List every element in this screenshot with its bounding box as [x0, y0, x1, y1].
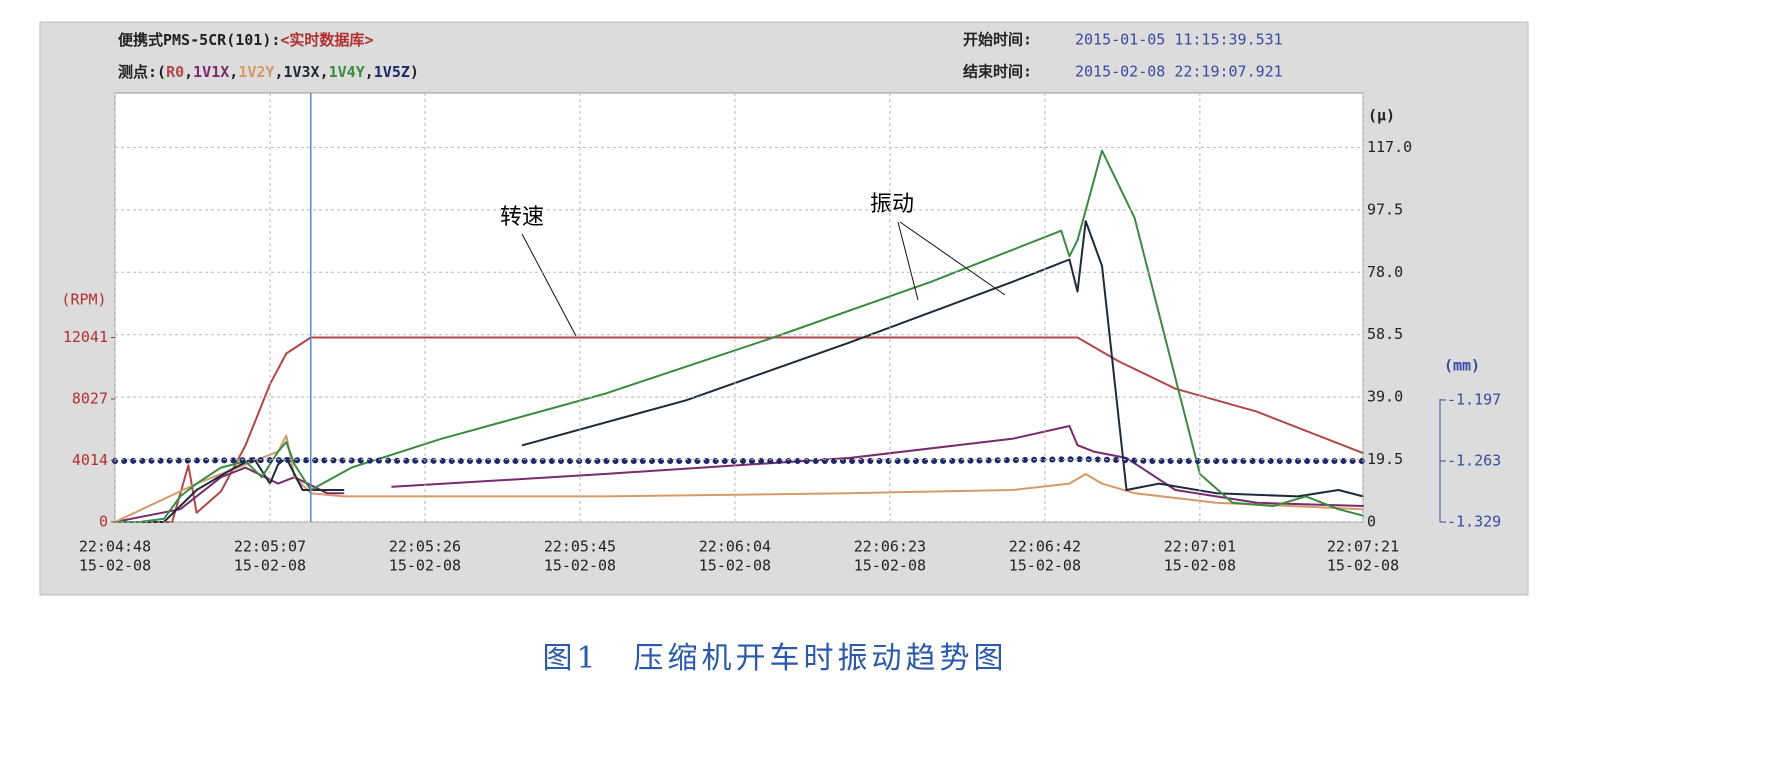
legend: 测点:(R0,1V1X,1V2Y,1V3X,1V4Y,1V5Z): [118, 63, 419, 81]
x-tick-date: 15-02-08: [234, 557, 306, 575]
caption: 图1 压缩机开车时振动趋势图: [542, 641, 1007, 676]
annotation-pointer: [897, 221, 919, 301]
annotation-pointer: [521, 233, 577, 337]
series-line: [114, 149, 1364, 523]
database: <实时数据库>: [280, 31, 373, 49]
x-tick-label: 22:07:21: [1327, 538, 1399, 556]
x-tick-date: 15-02-08: [699, 557, 771, 575]
annotation: 振动: [870, 192, 914, 217]
y-tick-label: 4014: [72, 451, 108, 469]
start-label: 开始时间:: [963, 31, 1032, 49]
plot-area: [114, 92, 1364, 523]
y2-tick-label: 78.0: [1367, 263, 1403, 281]
x-tick-label: 22:05:07: [234, 538, 306, 556]
series-layer: [112, 149, 1366, 523]
x-tick-date: 15-02-08: [854, 557, 926, 575]
legend-separator: ,: [229, 63, 238, 81]
end-label: 结束时间:: [963, 63, 1032, 81]
x-tick-date: 15-02-08: [544, 557, 616, 575]
y2-tick-label: 19.5: [1367, 450, 1403, 468]
x-tick-date: 15-02-08: [1164, 557, 1236, 575]
legend-entry: 1V2Y: [238, 63, 274, 81]
y2-tick-label: 39.0: [1367, 388, 1403, 406]
x-tick-label: 22:05:45: [544, 538, 616, 556]
dotted-series-line: [112, 456, 1366, 464]
y-tick-label: 0: [99, 513, 108, 531]
legend-separator: ,: [274, 63, 283, 81]
series-line: [114, 434, 1364, 523]
y3-axis-label: (mm): [1444, 357, 1480, 375]
end-time: 2015-02-08 22:19:07.921: [1075, 63, 1283, 81]
x-tick-label: 22:07:01: [1164, 538, 1236, 556]
y2-tick-label: 97.5: [1367, 200, 1403, 218]
legend-separator: ,: [184, 63, 193, 81]
header-line: 便携式PMS-5CR(101):<实时数据库>: [118, 31, 373, 49]
x-tick-label: 22:04:48: [79, 538, 151, 556]
y-tick-label: 12041: [63, 328, 108, 346]
y3-tick-label: -1.197: [1447, 390, 1501, 408]
legend-entry: 1V1X: [193, 63, 229, 81]
x-tick-label: 22:06:04: [699, 538, 771, 556]
x-tick-label: 22:06:42: [1009, 538, 1081, 556]
x-tick-label: 22:06:23: [854, 538, 926, 556]
y-tick-label: 8027: [72, 390, 108, 408]
legend-entry: R0: [166, 63, 184, 81]
x-tick-date: 15-02-08: [389, 557, 461, 575]
x-tick-date: 15-02-08: [1009, 557, 1081, 575]
legend-separator: ,: [320, 63, 329, 81]
series-line: [114, 336, 1364, 523]
legend-entry: 1V4Y: [329, 63, 365, 81]
legend-prefix: 测点:(: [118, 63, 166, 81]
annotation-pointer: [899, 221, 1006, 296]
y2-axis-label: (μ): [1368, 107, 1395, 125]
annotation: 转速: [500, 205, 544, 230]
device: 便携式PMS-5CR(101):: [118, 31, 280, 49]
start-time: 2015-01-05 11:15:39.531: [1075, 31, 1283, 49]
x-tick-date: 15-02-08: [1327, 557, 1399, 575]
legend-separator: ,: [365, 63, 374, 81]
legend-suffix: ): [410, 63, 419, 81]
x-tick-label: 22:05:26: [389, 538, 461, 556]
y2-tick-label: 58.5: [1367, 325, 1403, 343]
x-tick-date: 15-02-08: [79, 557, 151, 575]
legend-entry: 1V5Z: [374, 63, 410, 81]
y2-tick-label: 117.0: [1367, 138, 1412, 156]
y3-tick-label: -1.263: [1447, 451, 1501, 469]
y2-tick-label: 0: [1367, 513, 1376, 531]
y-axis-label: (RPM): [61, 291, 106, 309]
legend-entry: 1V3X: [283, 63, 319, 81]
y3-tick-label: -1.329: [1447, 513, 1501, 531]
series-line: [114, 220, 1364, 523]
